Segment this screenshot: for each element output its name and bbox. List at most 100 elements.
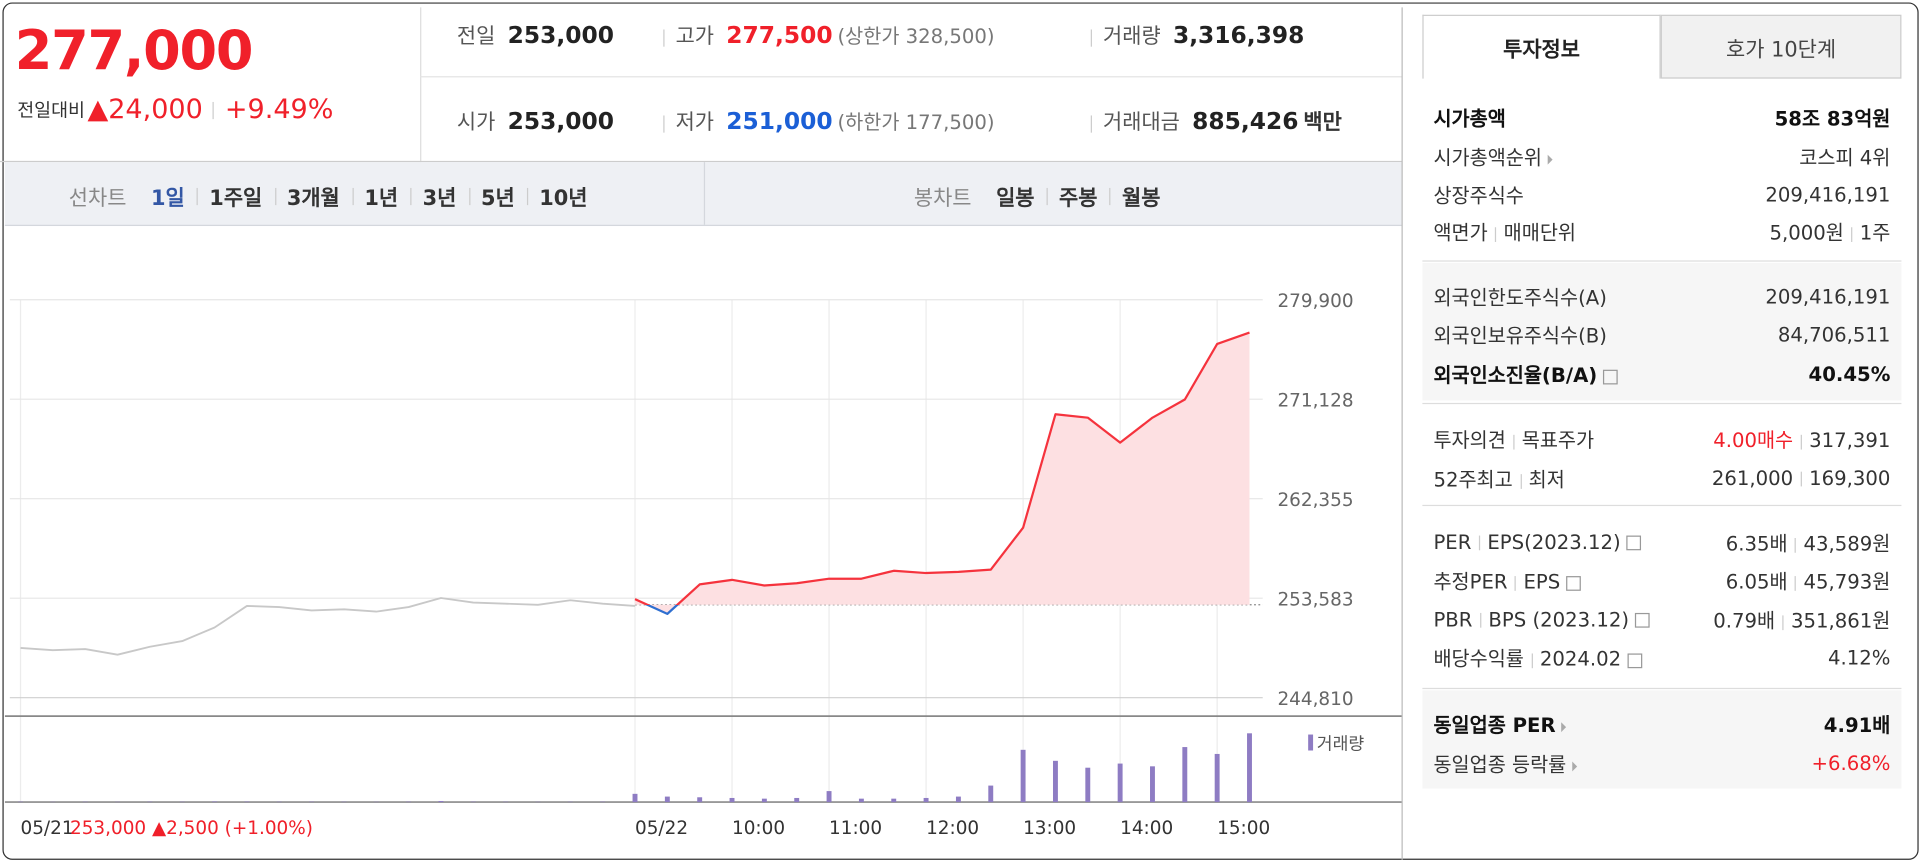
stat-label: 전일 <box>456 24 496 50</box>
info-label: 외국인보유주식수(B) <box>1433 324 1607 348</box>
change-row: 전일대비 ▲24,000 +9.49% <box>17 95 333 126</box>
help-icon[interactable] <box>1627 652 1642 668</box>
x-tick-label: 14:00 <box>1120 818 1173 839</box>
candle-tabs: 봉차트 일봉 주봉 월봉 <box>914 181 1161 212</box>
tab[interactable]: 일봉 <box>996 186 1035 212</box>
stat-label: 시가 <box>456 110 496 136</box>
separator <box>1090 28 1092 47</box>
info-value: 5,000원 <box>1769 221 1844 245</box>
info-label: 외국인한도주식수(A) <box>1433 286 1607 310</box>
divider <box>1422 260 1902 262</box>
separator <box>274 187 276 205</box>
stat-value: 277,500 <box>726 22 833 50</box>
volume-bar <box>923 797 929 803</box>
legend-swatch <box>1308 734 1314 751</box>
tab[interactable]: 5년 <box>480 186 515 212</box>
divider <box>703 162 706 225</box>
area <box>635 332 1250 614</box>
stat-unit: 백만 <box>1303 110 1342 136</box>
separator <box>352 187 354 205</box>
info-value: +6.68% <box>1811 751 1891 775</box>
help-icon[interactable] <box>1626 535 1642 551</box>
separator <box>1495 226 1497 242</box>
info-label: 추정PER <box>1433 569 1508 594</box>
stat-value: 251,000 <box>726 108 833 136</box>
tab-bar <box>4 162 1402 227</box>
x-tick-label: 11:00 <box>829 818 882 839</box>
price-line <box>634 331 1250 615</box>
x-tick-label: 10:00 <box>732 818 785 839</box>
tab[interactable]: 10년 <box>539 186 588 212</box>
tab[interactable]: 1년 <box>364 186 399 212</box>
separator <box>663 28 665 47</box>
separator <box>1520 473 1522 489</box>
info-row: 시가총액 58조 83억원 <box>1433 101 1890 133</box>
info-row: 외국인한도주식수(A) 209,416,191 <box>1433 280 1890 312</box>
info-value: 84,706,511 <box>1777 322 1891 346</box>
stat-label: 거래대금 <box>1103 110 1180 136</box>
volume-bar <box>1150 766 1155 803</box>
volume-bar <box>697 797 703 803</box>
volume-bar <box>1020 749 1026 803</box>
info-label: 배당수익률 <box>1433 647 1524 671</box>
tab[interactable]: 1일 <box>150 186 185 212</box>
info-label[interactable]: 시가총액순위 <box>1433 146 1542 170</box>
info-label: 목표주가 <box>1521 428 1595 453</box>
info-value: 1주 <box>1859 221 1891 245</box>
tab[interactable]: 월봉 <box>1122 186 1161 212</box>
info-value: 58조 83억원 <box>1774 106 1891 131</box>
arrow <box>1572 760 1578 771</box>
separator <box>1851 226 1853 242</box>
separator <box>1046 187 1049 205</box>
stat-value: 253,000 <box>507 108 614 136</box>
separator <box>197 187 199 205</box>
help-icon[interactable] <box>1603 369 1619 384</box>
separator <box>1514 575 1517 591</box>
separator <box>468 187 470 205</box>
info-row: 동일업종 PER 4.91배 <box>1433 708 1890 740</box>
info-value: 261,000 <box>1711 466 1794 490</box>
volume-bar <box>1085 767 1091 803</box>
stat: 고가 277,500 (상한가 328,500) <box>663 18 995 50</box>
y-tick-label: 279,900 <box>1277 291 1353 312</box>
info-value: 6.05배 <box>1725 569 1788 594</box>
y-tick-label: 271,128 <box>1277 391 1353 412</box>
y-tick-label: 253,583 <box>1277 590 1353 611</box>
help-icon[interactable] <box>1635 612 1650 628</box>
prev-info: 253,000 ▲2,500 (+1.00%) <box>70 818 313 839</box>
chart: 05/21 05/22 10:00 11:00 12:00 13:00 14:00 15:00… <box>4 291 1402 839</box>
volume-bar <box>438 800 444 803</box>
volume-bar <box>729 797 735 803</box>
divider <box>1422 687 1902 690</box>
tab[interactable]: 주봉 <box>1059 186 1098 212</box>
separator <box>1478 535 1480 551</box>
separator <box>1090 114 1092 133</box>
info-value: 0.79배 <box>1713 609 1776 633</box>
info-label[interactable]: 동일업종 PER <box>1433 713 1556 737</box>
info-label: 투자의견 <box>1433 428 1506 453</box>
legend-label: 거래량 <box>1317 734 1365 754</box>
info-row: 동일업종 등락률 +6.68% <box>1433 747 1890 779</box>
stat-label: 저가 <box>675 110 714 136</box>
info-row: 투자의견 목표주가 4.00매수 317,391 <box>1433 423 1890 455</box>
tab[interactable]: 3년 <box>422 186 457 212</box>
volume-bar <box>955 796 961 803</box>
side-tab[interactable]: 투자정보 <box>1422 14 1661 79</box>
volume-bar <box>1214 753 1220 803</box>
info-row: 액면가 매매단위 5,000원 1주 <box>1433 215 1890 247</box>
volume-bar <box>1052 760 1058 803</box>
volume-bar <box>826 791 832 803</box>
side-tab[interactable]: 호가 10단계 <box>1660 14 1902 79</box>
change: ▲24,000 <box>87 94 203 126</box>
info-row: 외국인소진율(B/A) 40.45% <box>1433 357 1890 389</box>
help-icon[interactable] <box>1566 575 1582 591</box>
stat-value: 253,000 <box>507 22 614 50</box>
x-tick-label: 12:00 <box>926 818 979 839</box>
tab[interactable]: 3개월 <box>286 186 340 212</box>
info-label[interactable]: 동일업종 등락률 <box>1433 752 1567 777</box>
separator <box>1531 652 1533 668</box>
x-tick-label: 05/21 <box>21 818 74 839</box>
tab[interactable]: 1주일 <box>209 186 263 212</box>
volume-bar <box>664 796 670 803</box>
